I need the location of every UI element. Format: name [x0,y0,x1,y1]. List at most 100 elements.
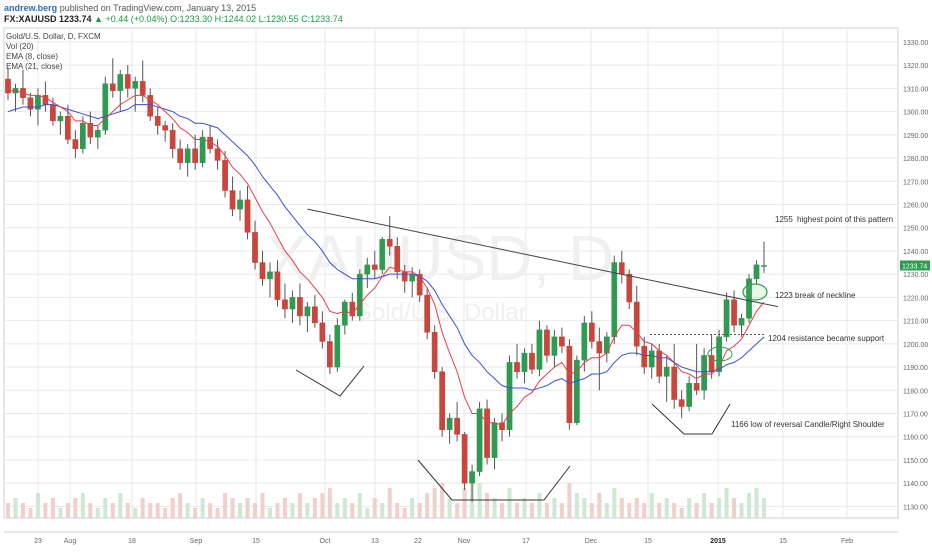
volume-bar [387,488,392,518]
volume-bar [664,498,669,518]
volume-bar [6,503,10,518]
candle-up [686,383,692,407]
candle-down [431,331,438,372]
candle-down [319,322,326,342]
y-tick-label: 1240.00 [903,249,928,256]
volume-bar [440,483,445,518]
candle-up [379,239,386,270]
candle-up [267,271,273,280]
legend-volume[interactable]: Vol (20) [6,42,34,51]
volume-bar [163,508,168,518]
volume-bar [305,503,310,518]
volume-bar [417,503,422,518]
volume-bar [200,498,205,518]
author-link[interactable]: andrew.berg [4,3,58,13]
candle-down [327,341,333,368]
y-tick-label: 1300.00 [903,110,928,117]
symbol-line: FX:XAUUSD 1233.74 ▲ +0.44 (+0.04%) O:123… [4,14,343,24]
volume-bar [462,488,467,518]
candle-up [611,262,618,338]
x-tick-label: 18 [128,538,136,545]
candle-up [132,81,139,89]
volume-bar [432,488,437,518]
volume-bar [320,493,325,518]
candle-down [484,408,490,458]
y-tick-label: 1130.00 [903,504,928,511]
candle-down [222,160,228,191]
candle-down [416,273,423,296]
volume-bar [125,503,130,518]
legend-ema8[interactable]: EMA (8, close) [6,52,59,61]
candle-up [289,297,296,310]
candle-down [169,129,176,150]
volume-bar [357,493,362,518]
candle-down [50,104,56,122]
candle-up [491,422,498,458]
pattern-mark [417,459,571,501]
volume-bar [582,498,587,518]
candle-down [626,273,633,303]
volume-bar [567,483,572,518]
candle-down [154,115,161,126]
candle-down [514,362,520,372]
candle-up [356,273,363,317]
y-tick-label: 1210.00 [903,319,928,326]
candle-up [723,299,730,338]
volume-bar [290,503,295,518]
candle-up [521,352,528,372]
candle-up [574,359,580,424]
legend-ema21[interactable]: EMA (21, close) [6,62,63,71]
x-tick-label: 15 [644,538,652,545]
volume-bar [95,508,100,518]
candle-down [349,301,356,317]
candle-down [499,422,505,431]
candle-down [139,81,146,96]
volume-bar [43,503,48,518]
volume-bar [574,493,579,518]
symbol-name[interactable]: FX:XAUUSD [4,14,57,24]
candle-up [476,408,483,472]
breakout-circle [742,283,768,301]
volume-bar [529,503,534,518]
volume-bar [522,498,527,518]
candle-down [229,190,236,210]
x-tick-label: 15 [779,538,787,545]
candle-down [109,83,116,91]
y-tick-label: 1230.00 [903,272,928,279]
pattern-mark [295,365,365,397]
last-price: 1233.74 [59,14,92,24]
y-tick-label: 1180.00 [903,388,928,395]
volume-bar [148,503,153,518]
candle-up [469,471,475,484]
x-tick-label: 15 [252,538,260,545]
publisher-line: andrew.berg published on TradingView.com… [4,3,256,13]
volume-bar [88,503,93,518]
published-text: published on TradingView.com, January 13… [59,3,257,13]
candle-down [192,148,198,163]
candle-up [304,306,311,317]
y-tick-label: 1170.00 [903,411,928,418]
candle-down [274,271,281,300]
volume-bar [208,503,213,518]
volume-bar [724,488,729,518]
last-price-badge [900,260,930,271]
volume-bar [260,493,265,518]
volume-bar [245,498,250,518]
volume-bar [762,498,766,518]
volume-bar [559,503,564,518]
candle-down [371,264,378,270]
last-price-label: 1233.74 [902,263,927,270]
candle-up [80,122,86,150]
volume-bar [275,503,280,518]
watermark-symbol: XAUUSD, D [266,222,615,294]
y-tick-label: 1310.00 [903,86,928,93]
x-tick-label: 2015 [710,538,726,545]
volume-bar [65,503,70,518]
y-tick-label: 1220.00 [903,295,928,302]
volume-bar [514,503,519,518]
volume-bar [118,493,123,518]
candle-up [551,336,558,356]
candle-down [439,371,445,431]
